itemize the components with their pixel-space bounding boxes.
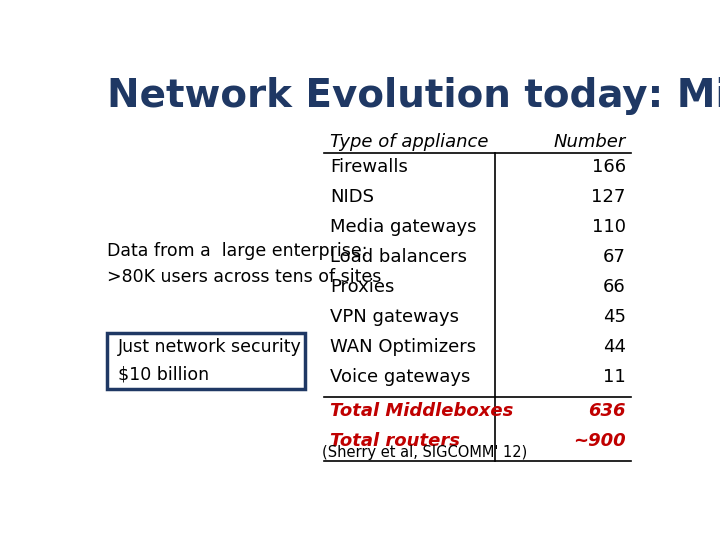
Text: Network Evolution today: Middleboxes!: Network Evolution today: Middleboxes! <box>107 77 720 115</box>
Text: 11: 11 <box>603 368 626 386</box>
Text: Total routers: Total routers <box>330 432 460 450</box>
Text: Firewalls: Firewalls <box>330 158 408 177</box>
Text: 44: 44 <box>603 338 626 356</box>
Text: Data from a  large enterprise:
>80K users across tens of sites: Data from a large enterprise: >80K users… <box>107 241 381 286</box>
FancyBboxPatch shape <box>107 333 305 389</box>
Text: ~900: ~900 <box>573 432 626 450</box>
Text: Number: Number <box>554 133 626 151</box>
Text: WAN Optimizers: WAN Optimizers <box>330 338 476 356</box>
Text: Media gateways: Media gateways <box>330 218 477 236</box>
Text: 66: 66 <box>603 278 626 296</box>
Text: NIDS: NIDS <box>330 188 374 206</box>
Text: Voice gateways: Voice gateways <box>330 368 470 386</box>
Text: 45: 45 <box>603 308 626 326</box>
Text: 110: 110 <box>592 218 626 236</box>
Text: Proxies: Proxies <box>330 278 395 296</box>
Text: VPN gateways: VPN gateways <box>330 308 459 326</box>
Text: 127: 127 <box>591 188 626 206</box>
Text: Type of appliance: Type of appliance <box>330 133 488 151</box>
Text: (Sherry et al, SIGCOMM' 12): (Sherry et al, SIGCOMM' 12) <box>322 445 528 460</box>
Text: Total Middleboxes: Total Middleboxes <box>330 402 513 420</box>
Text: Just network security
$10 billion: Just network security $10 billion <box>118 338 302 383</box>
Text: 636: 636 <box>588 402 626 420</box>
Text: Load balancers: Load balancers <box>330 248 467 266</box>
Text: 166: 166 <box>592 158 626 177</box>
Text: 67: 67 <box>603 248 626 266</box>
